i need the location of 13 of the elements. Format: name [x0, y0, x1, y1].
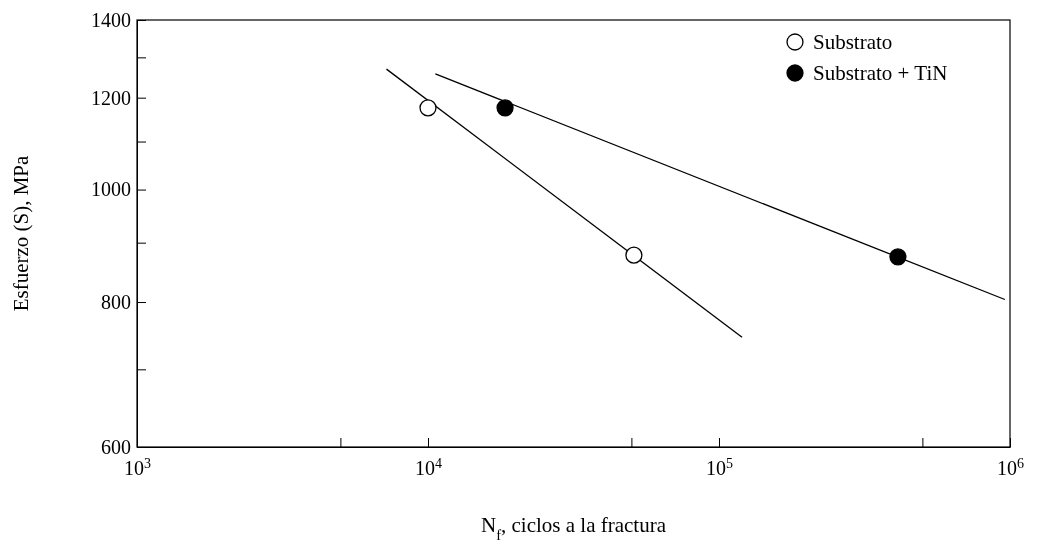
y-tick-label: 1200 [91, 86, 131, 109]
x-tick-label: 10$^{5}$ [706, 455, 733, 480]
x-tick-label: 10$^{3}$ [124, 455, 151, 480]
y-axis-title: Esfuerzo (S), MPa [9, 154, 33, 312]
legend-label: Substrato + TiN [813, 61, 948, 85]
x-tick-label: 10$^{6}$ [997, 455, 1024, 480]
y-tick-label: 1000 [91, 178, 131, 201]
y-tick-label: 800 [101, 290, 131, 313]
x-tick-label: 10$^{4}$ [415, 455, 442, 480]
x-axis-title: N$_{f}$, ciclos a la fractura [480, 513, 667, 543]
legend-label: Substrato [813, 30, 893, 54]
y-tick-label: 1400 [91, 8, 131, 31]
y-tick-label: 600 [101, 435, 131, 458]
